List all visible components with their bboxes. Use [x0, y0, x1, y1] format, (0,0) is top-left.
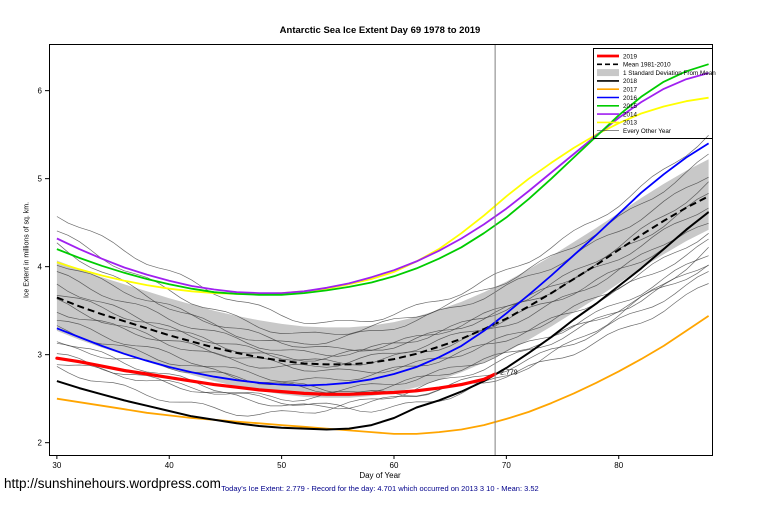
every-other-year-line [56, 134, 709, 324]
current-value-label: 2.779 [500, 369, 518, 376]
legend-entry: 2017 [597, 87, 638, 94]
legend-entry: 2015 [597, 103, 638, 110]
chart-title: Antarctic Sea Ice Extent Day 69 1978 to … [279, 25, 481, 36]
series-2019-line [55, 356, 497, 396]
plot-border [49, 44, 713, 456]
x-tick-label: 40 [165, 461, 174, 470]
y-tick-label: 2 [38, 439, 43, 448]
every-other-year-line [56, 176, 709, 346]
legend-entry: 2019 [597, 53, 638, 60]
legend-label: Mean 1981-2010 [623, 62, 671, 69]
every-other-year-line [56, 271, 709, 410]
legend-entry: Every Other Year [597, 128, 671, 135]
legend-entry: 2016 [597, 95, 638, 102]
legend-entry: 2014 [597, 111, 638, 118]
legend-entry: Mean 1981-2010 [597, 62, 671, 69]
every-other-year-line [56, 210, 709, 366]
series-mean-line [56, 195, 710, 366]
legend-label: 1 Standard Deviation From Mean [623, 70, 716, 77]
legend-entry: 2018 [597, 78, 638, 85]
y-tick-label: 6 [38, 87, 43, 96]
every-other-year-line [56, 247, 709, 413]
legend-label: 2013 [623, 120, 638, 127]
every-other-year-line [56, 264, 709, 402]
legend-label: 2015 [623, 103, 638, 110]
every-other-year-line [56, 233, 709, 374]
series-2017-line [56, 315, 710, 435]
y-tick-label: 4 [38, 263, 43, 272]
every-other-year-line [56, 181, 709, 352]
series-2016-line [56, 142, 710, 387]
website-url-link[interactable]: http://sunshinehours.wordpress.com [4, 476, 221, 491]
x-tick-label: 30 [52, 461, 61, 470]
every-other-year-line [56, 264, 709, 417]
y-tick-label: 3 [38, 351, 43, 360]
legend-entry: 1 Standard Deviation From Mean [597, 69, 716, 77]
y-tick-label: 5 [38, 175, 43, 184]
legend-band-swatch [597, 69, 619, 77]
x-axis-label: Day of Year [359, 471, 401, 480]
legend-box [593, 48, 713, 139]
legend-label: 2014 [623, 111, 638, 118]
legend-label: 2019 [623, 53, 638, 60]
legend-label: Every Other Year [623, 128, 671, 135]
legend-label: 2018 [623, 78, 638, 85]
std-dev-band [56, 159, 709, 398]
legend-label: 2017 [623, 87, 638, 94]
series-2018-line [56, 211, 710, 431]
chart-caption: Today's Ice Extent: 2.779 - Record for t… [221, 484, 539, 493]
x-tick-label: 70 [502, 461, 511, 470]
x-tick-label: 80 [614, 461, 623, 470]
x-tick-label: 50 [277, 461, 286, 470]
legend-entry: 2013 [597, 120, 638, 127]
every-other-year-line [56, 255, 709, 394]
series-2015-line [56, 63, 709, 296]
every-other-year-line [56, 207, 709, 362]
every-other-year-line [56, 222, 709, 369]
x-tick-label: 60 [390, 461, 399, 470]
legend-label: 2016 [623, 95, 638, 102]
